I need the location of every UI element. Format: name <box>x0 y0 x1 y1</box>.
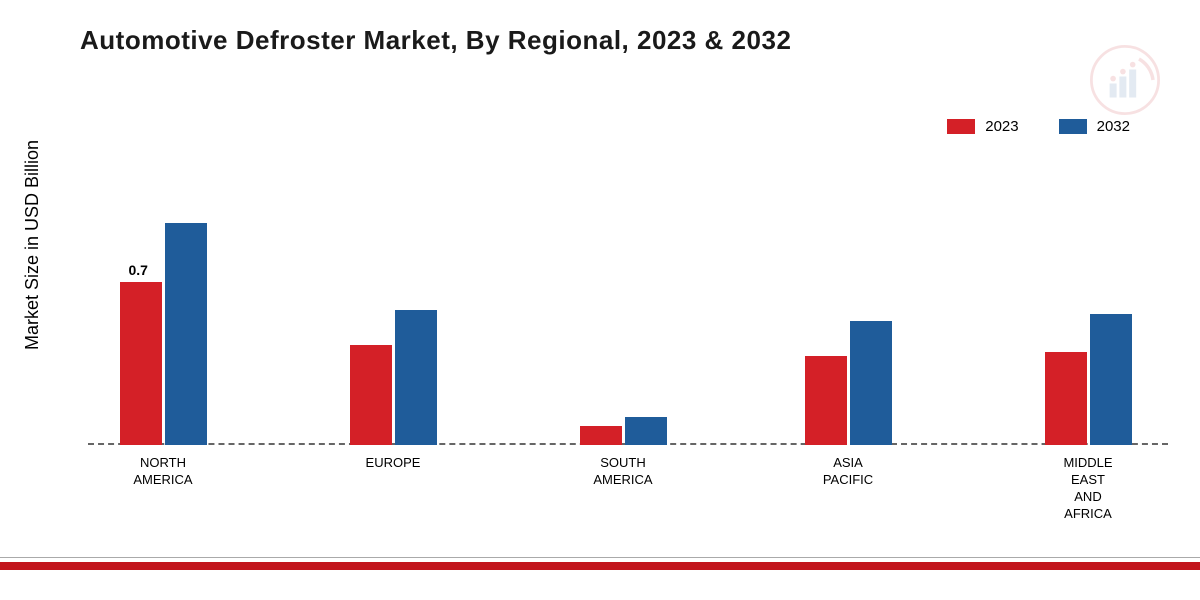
bar-group <box>805 321 892 445</box>
chart-title: Automotive Defroster Market, By Regional… <box>80 25 791 56</box>
legend-label-2032: 2032 <box>1097 118 1130 135</box>
legend-swatch-2023 <box>947 119 975 134</box>
watermark-logo <box>1090 45 1160 115</box>
bar <box>850 321 892 445</box>
legend: 2023 2032 <box>947 118 1130 135</box>
legend-swatch-2032 <box>1059 119 1087 134</box>
footer-bar <box>0 562 1200 570</box>
bar <box>805 356 847 445</box>
bar <box>350 345 392 445</box>
bar <box>395 310 437 445</box>
x-axis-label: MIDDLE EAST AND AFRICA <box>1028 455 1148 523</box>
bar-value-label: 0.7 <box>129 262 148 278</box>
bar <box>165 223 207 445</box>
x-axis-label: SOUTH AMERICA <box>563 455 683 489</box>
bar <box>625 417 667 445</box>
bar-group <box>120 223 207 445</box>
bar-group <box>1045 314 1132 445</box>
footer-divider <box>0 557 1200 558</box>
bar <box>1045 352 1087 445</box>
legend-item-2023: 2023 <box>947 118 1018 135</box>
x-axis-label: EUROPE <box>333 455 453 472</box>
x-axis-label: NORTH AMERICA <box>103 455 223 489</box>
x-axis-label: ASIA PACIFIC <box>788 455 908 489</box>
bar-group <box>350 310 437 445</box>
legend-item-2032: 2032 <box>1059 118 1130 135</box>
bar <box>120 282 162 445</box>
y-axis-label: Market Size in USD Billion <box>22 140 43 350</box>
bar-group <box>580 417 667 445</box>
bar <box>1090 314 1132 445</box>
legend-label-2023: 2023 <box>985 118 1018 135</box>
bar <box>580 426 622 445</box>
plot-area: 0.7 <box>88 165 1168 445</box>
chart-container: Automotive Defroster Market, By Regional… <box>0 0 1200 600</box>
